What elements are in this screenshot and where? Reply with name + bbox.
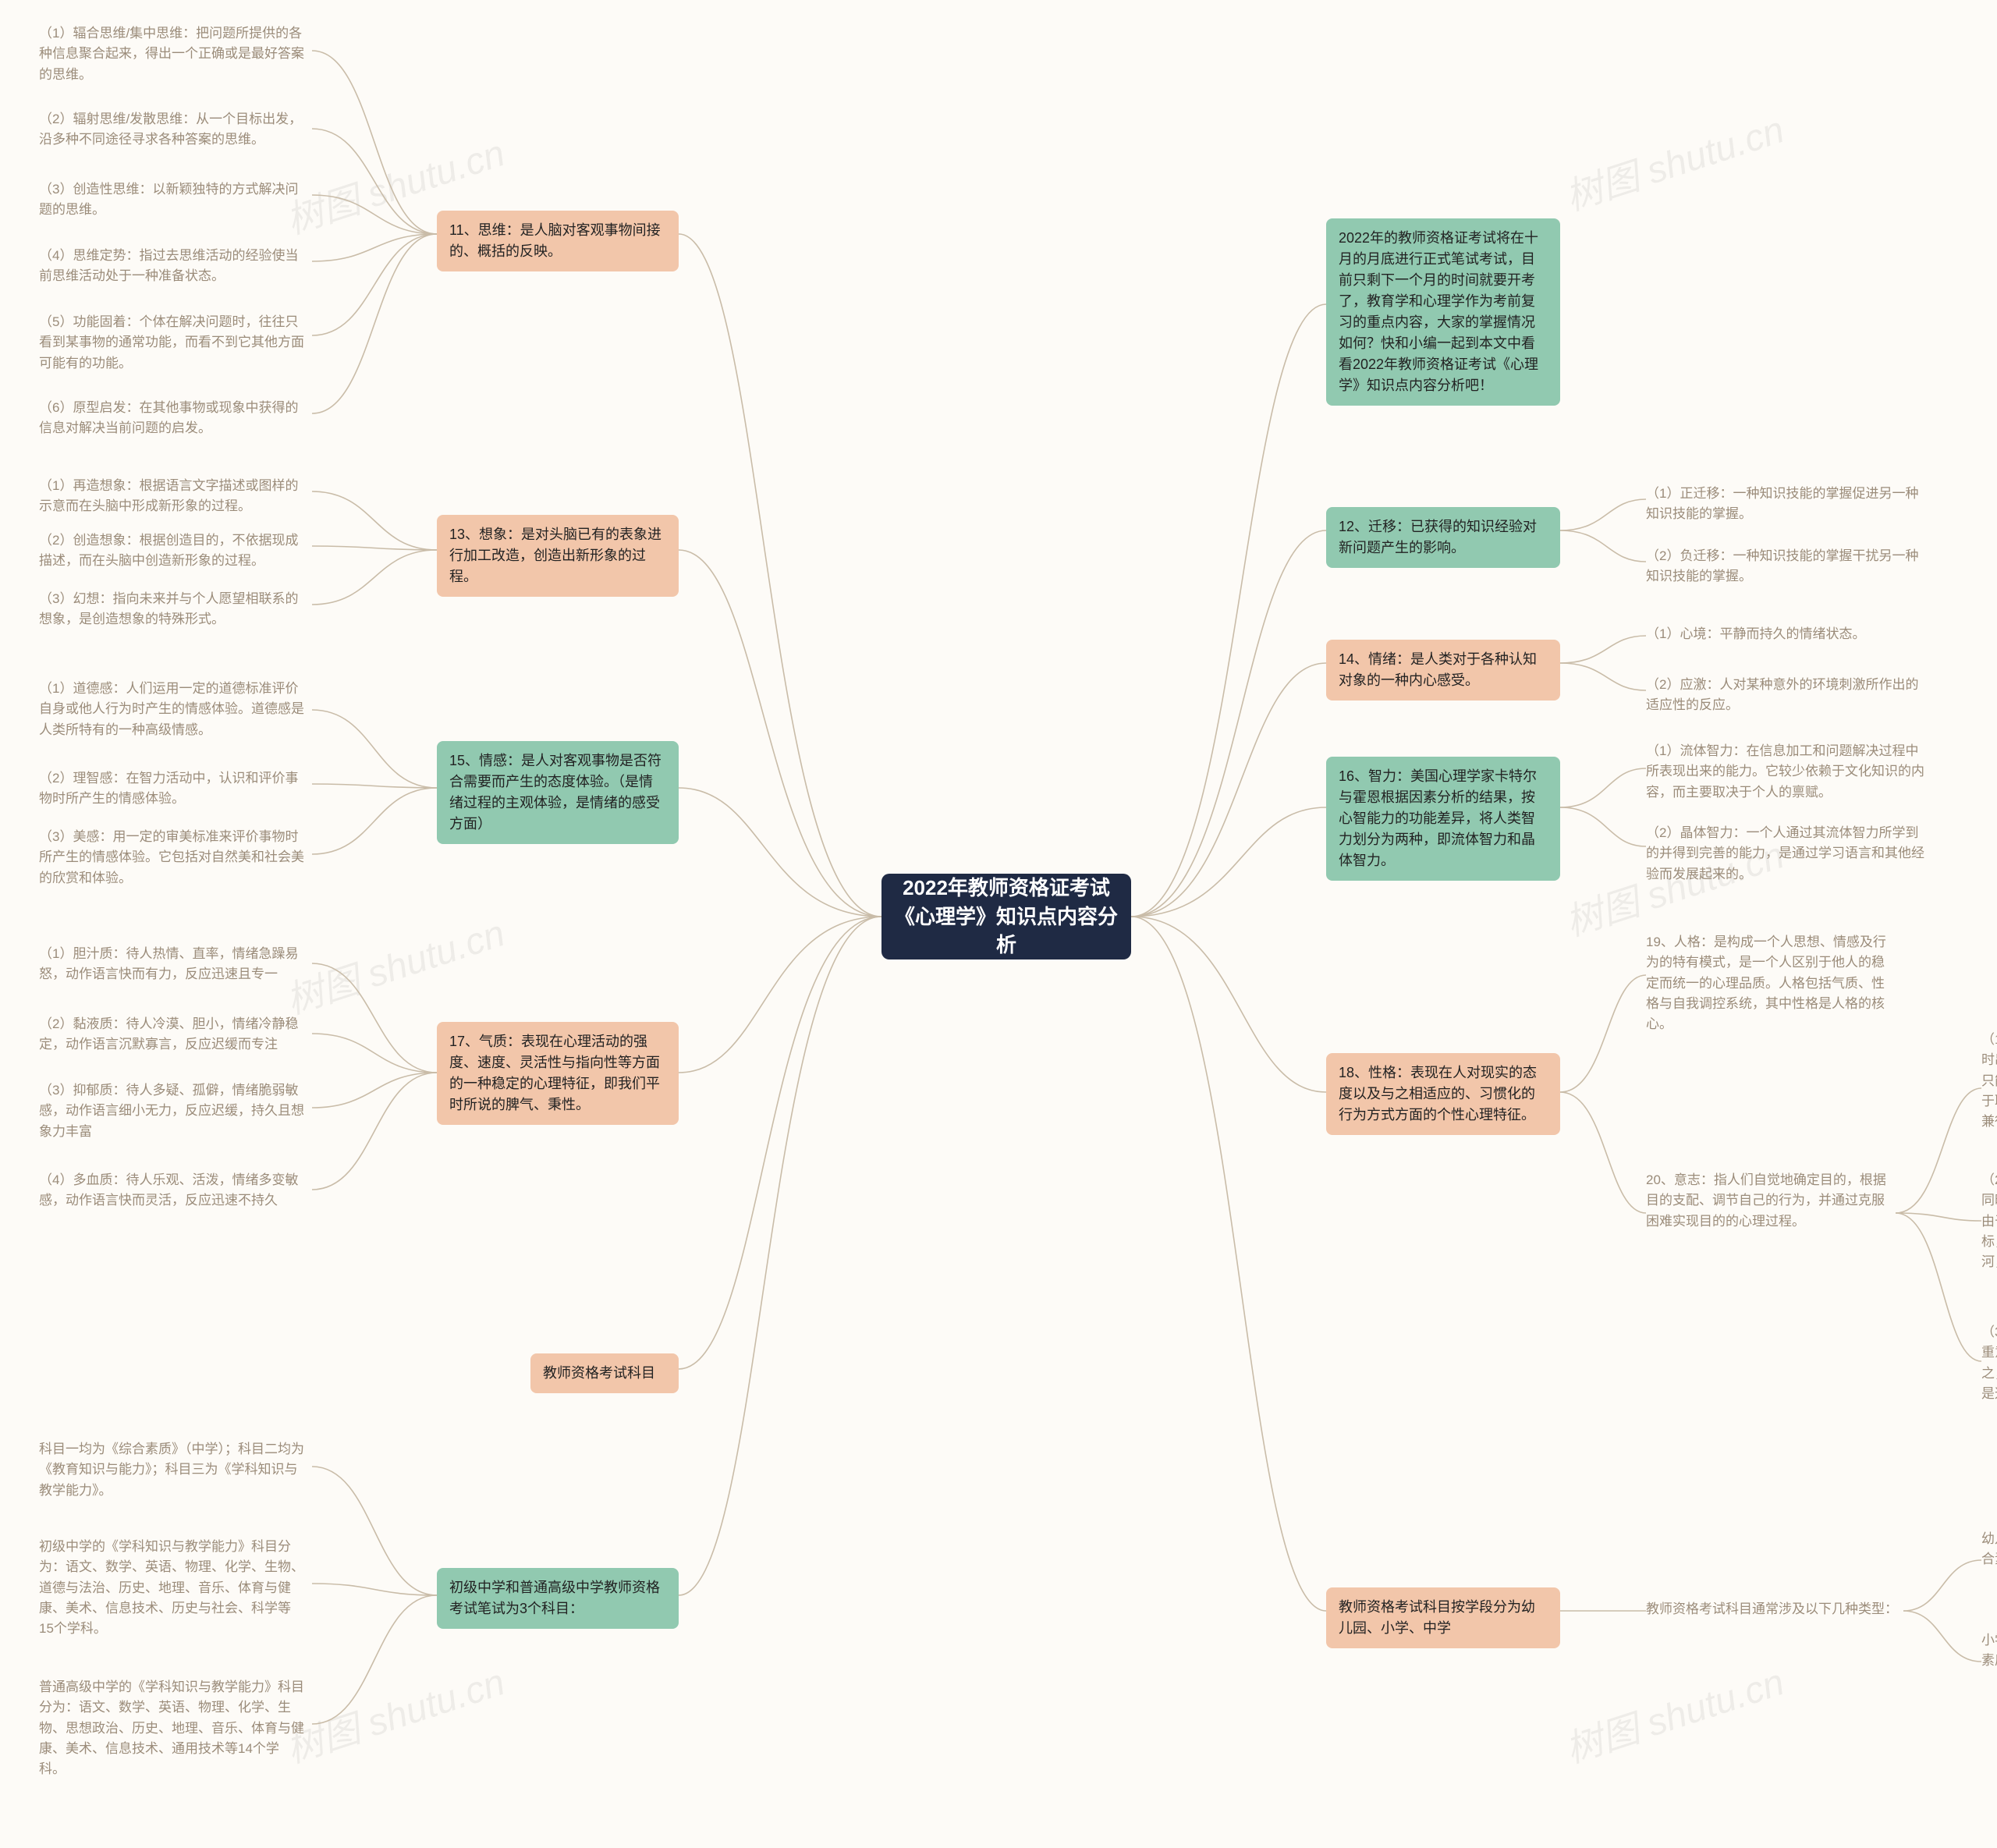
- node-exam-subjects-label: 教师资格考试科目: [530, 1353, 679, 1393]
- node-12-transfer: 12、迁移：已获得的知识经验对新问题产生的影响。: [1326, 507, 1560, 568]
- watermark: 树图 shutu.cn: [1557, 1651, 1789, 1773]
- node-16-intelligence: 16、智力：美国心理学家卡特尔与霍恩根据因素分析的结果，按心智能力的功能差异，将…: [1326, 757, 1560, 881]
- leaf-15-3: （3）美感：用一定的审美标准来评价事物时所产生的情感体验。它包括对自然美和社会美…: [39, 827, 304, 889]
- leaf-20-c1: （1）双趋冲突：两种对个体都具有吸引力的目标同时出现，形成强度相同的二变动机。由…: [1981, 1030, 1997, 1133]
- node-14-mood: 14、情绪：是人类对于各种认知对象的一种内心感受。: [1326, 640, 1560, 701]
- leaf-13-1: （1）再造想象：根据语言文字描述或图样的示意而在头脑中形成新形象的过程。: [39, 476, 304, 517]
- leaf-13-3: （3）幻想：指向未来并与个人愿望相联系的想象，是创造想象的特殊形式。: [39, 589, 304, 630]
- leaf-ms-1: 科目一均为《综合素质》（中学）；科目二均为《教育知识与能力》；科目三为《学科知识…: [39, 1439, 304, 1501]
- node-exam-stages: 教师资格考试科目按学段分为幼儿园、小学、中学: [1326, 1587, 1560, 1648]
- watermark: 树图 shutu.cn: [278, 903, 510, 1024]
- node-intro: 2022年的教师资格证考试将在十月的月底进行正式笔试考试，目前只剩下一个月的时间…: [1326, 218, 1560, 406]
- leaf-20-c3: （3）趋避冲突：指某一事物对个体具有利与弊的双重意义时，会使人产生二种动机态度：…: [1981, 1322, 1997, 1404]
- leaf-11-6: （6）原型启发：在其他事物或现象中获得的信息对解决当前问题的启发。: [39, 398, 304, 439]
- leaf-11-4: （4）思维定势：指过去思维活动的经验使当前思维活动处于一种准备状态。: [39, 246, 304, 287]
- leaf-15-1: （1）道德感：人们运用一定的道德标准评价自身或他人行为时产生的情感体验。道德感是…: [39, 679, 304, 740]
- leaf-13-2: （2）创造想象：根据创造目的，不依据现成描述，而在头脑中创造新形象的过程。: [39, 530, 304, 572]
- node-11-thinking: 11、思维：是人脑对客观事物间接的、概括的反映。: [437, 211, 679, 271]
- leaf-20-c2: （2）双避冲突：指两种对个体都具有威胁性的目标同时出现，使个体对这两个目标均产生…: [1981, 1170, 1997, 1273]
- leaf-12-2: （2）负迁移：一种知识技能的掌握干扰另一种知识技能的掌握。: [1646, 546, 1927, 587]
- leaf-stage-kg: 幼儿园教师资格考试笔试为2个科目：科目一为《综合素质》（幼儿园），科目二为《保教…: [1981, 1529, 1997, 1570]
- leaf-14-2: （2）应激：人对某种意外的环境刺激所作出的适应性的反应。: [1646, 675, 1927, 716]
- center-topic: 2022年教师资格证考试《心理学》知识点内容分析: [881, 874, 1131, 959]
- leaf-ms-3: 普通高级中学的《学科知识与教学能力》科目分为：语文、数学、英语、物理、化学、生物…: [39, 1677, 304, 1780]
- leaf-12-1: （1）正迁移：一种知识技能的掌握促进另一种知识技能的掌握。: [1646, 484, 1927, 525]
- leaf-17-3: （3）抑郁质：待人多疑、孤僻，情绪脆弱敏感，动作语言细小无力，反应迟缓，持久且想…: [39, 1080, 304, 1142]
- leaf-19-personality: 19、人格：是构成一个人思想、情感及行为的特有模式，是一个人区别于他人的稳定而统…: [1646, 932, 1896, 1035]
- node-17-temperament: 17、气质：表现在心理活动的强度、速度、灵活性与指向性等方面的一种稳定的心理特征…: [437, 1022, 679, 1125]
- leaf-14-1: （1）心境：平静而持久的情绪状态。: [1646, 624, 1927, 644]
- leaf-16-2: （2）晶体智力：一个人通过其流体智力所学到的并得到完善的能力，是通过学习语言和其…: [1646, 823, 1927, 885]
- leaf-11-5: （5）功能固着：个体在解决问题时，往往只看到某事物的通常功能，而看不到它其他方面…: [39, 312, 304, 374]
- leaf-11-2: （2）辐射思维/发散思维：从一个目标出发，沿多种不同途径寻求各种答案的思维。: [39, 109, 304, 151]
- leaf-17-4: （4）多血质：待人乐观、活泼，情绪多变敏感，动作语言快而灵活，反应迅速不持久: [39, 1170, 304, 1211]
- leaf-stage-primary: 小学教师资格考试笔试为2个科目：科目一为《综合素质》（小学），科目二为《教育教学…: [1981, 1630, 1997, 1672]
- leaf-11-1: （1）辐合思维/集中思维：把问题所提供的各种信息聚合起来，得出一个正确或是最好答…: [39, 23, 304, 85]
- leaf-17-2: （2）黏液质：待人冷漠、胆小，情绪冷静稳定，动作语言沉默寡言，反应迟缓而专注: [39, 1014, 304, 1055]
- leaf-15-2: （2）理智感：在智力活动中，认识和评价事物时所产生的情感体验。: [39, 768, 304, 810]
- leaf-11-3: （3）创造性思维：以新颖独特的方式解决问题的思维。: [39, 179, 304, 221]
- node-middle-school: 初级中学和普通高级中学教师资格考试笔试为3个科目：: [437, 1568, 679, 1629]
- node-13-imagination: 13、想象：是对头脑已有的表象进行加工改造，创造出新形象的过程。: [437, 515, 679, 597]
- leaf-20-will: 20、意志：指人们自觉地确定目的，根据目的支配、调节自己的行为，并通过克服困难实…: [1646, 1170, 1896, 1232]
- leaf-17-1: （1）胆汁质：待人热情、直率，情绪急躁易怒，动作语言快而有力，反应迅速且专一: [39, 944, 304, 985]
- node-15-emotion: 15、情感：是人对客观事物是否符合需要而产生的态度体验。（是情绪过程的主观体验，…: [437, 741, 679, 844]
- leaf-16-1: （1）流体智力：在信息加工和问题解决过程中所表现出来的能力。它较少依赖于文化知识…: [1646, 741, 1927, 803]
- leaf-ms-2: 初级中学的《学科知识与教学能力》科目分为：语文、数学、英语、物理、化学、生物、道…: [39, 1537, 304, 1640]
- watermark: 树图 shutu.cn: [278, 1651, 510, 1773]
- watermark: 树图 shutu.cn: [1557, 99, 1789, 221]
- leaf-stages-sub: 教师资格考试科目通常涉及以下几种类型：: [1646, 1599, 1903, 1619]
- node-18-character: 18、性格：表现在人对现实的态度以及与之相适应的、习惯化的行为方式方面的个性心理…: [1326, 1053, 1560, 1135]
